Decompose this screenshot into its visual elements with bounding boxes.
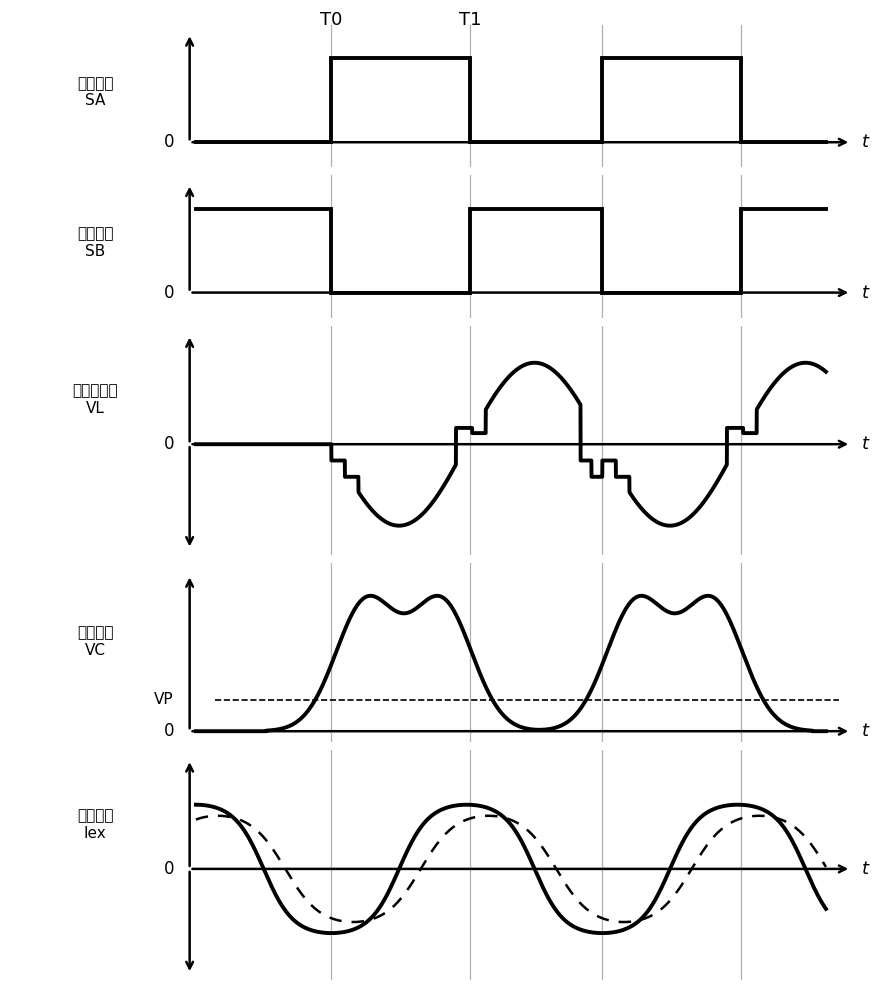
Text: T0: T0 [320,11,342,29]
Text: 0: 0 [163,435,174,453]
Text: 励磁电流
Iex: 励磁电流 Iex [77,808,114,841]
Text: 励磁信号
SA: 励磁信号 SA [77,76,114,108]
Text: 0: 0 [163,284,174,302]
Text: $t$: $t$ [861,860,871,878]
Text: VP: VP [154,692,174,707]
Text: $t$: $t$ [861,435,871,453]
Text: $t$: $t$ [861,284,871,302]
Text: 励磁信号
SB: 励磁信号 SB [77,226,114,259]
Text: 0: 0 [163,860,174,878]
Text: $t$: $t$ [861,722,871,740]
Text: $t$: $t$ [861,133,871,151]
Text: 充电电压
VC: 充电电压 VC [77,625,114,658]
Text: 0: 0 [163,133,174,151]
Text: T1: T1 [459,11,482,29]
Text: 端子间电压
VL: 端子间电压 VL [72,384,118,416]
Text: 0: 0 [163,722,174,740]
